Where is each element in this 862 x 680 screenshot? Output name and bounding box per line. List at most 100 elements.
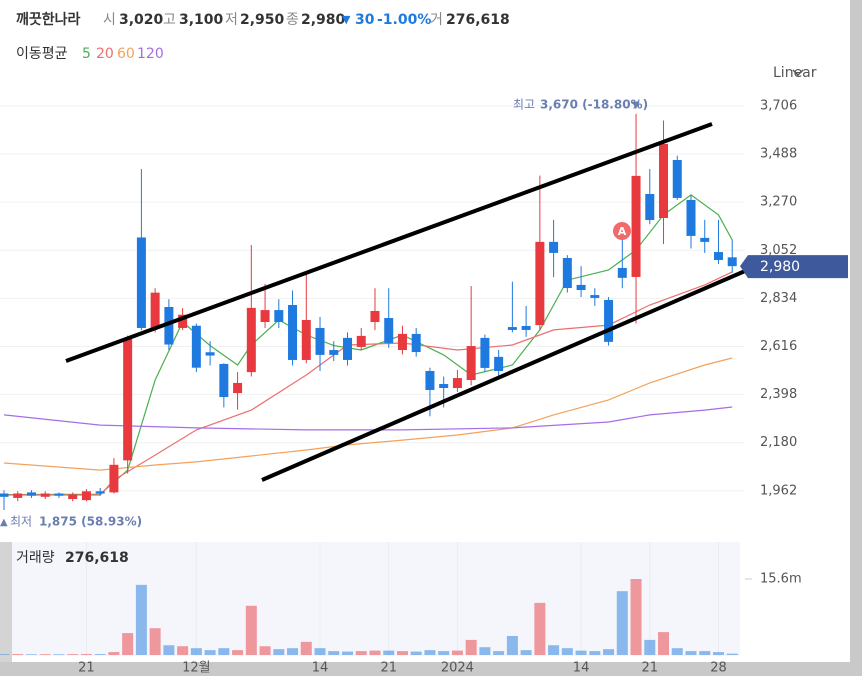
volume-bar (548, 645, 560, 655)
price-tag-label: 2,980 (760, 259, 800, 275)
high-label: 3,670 (-18.80%) (540, 98, 648, 112)
chevron[interactable] (792, 69, 804, 77)
volume-bar (465, 639, 477, 655)
change: 30 (355, 12, 375, 28)
header-label: 고 (163, 12, 176, 28)
volume-bar (658, 632, 670, 655)
candle-body (123, 338, 133, 461)
candle-body (521, 325, 531, 330)
candles (0, 113, 737, 511)
volume-bar (383, 650, 395, 655)
candle-body (274, 310, 284, 323)
y-tick-label: 1,962 (760, 483, 797, 498)
price-tag (740, 255, 848, 279)
candle-body (686, 199, 696, 236)
volume-bar (287, 648, 299, 655)
x-tick-label: 14 (573, 661, 590, 676)
y-tick-label: 2,180 (760, 435, 797, 450)
volume-bar (726, 653, 738, 655)
volume-bar (122, 633, 134, 655)
volume-bar (438, 651, 450, 655)
y-tick-label: 3,706 (760, 98, 797, 113)
volume-bar (493, 651, 505, 655)
candle-body (150, 292, 160, 328)
low-label: 1,875 (58.93%) (39, 515, 142, 529)
candle-body (233, 382, 243, 394)
low-arrow: ▲ (0, 517, 8, 528)
x-tick-label: 21 (642, 661, 659, 676)
stock-name: 깨끗한나라 (16, 12, 81, 28)
candle-body (219, 363, 229, 398)
candle-body (384, 318, 394, 343)
volume-bar (699, 651, 711, 655)
candle-body (645, 193, 655, 221)
legend: 5 20 60 120 (82, 46, 164, 62)
candle-body (713, 252, 723, 260)
volume-bar (67, 654, 79, 655)
scale-menu[interactable]: Linear (773, 65, 817, 81)
candle-body (507, 327, 517, 330)
volume-edge (0, 542, 12, 662)
candle-body (260, 310, 270, 323)
ma-line (3, 406, 733, 431)
header-value: 3,020 (119, 12, 164, 28)
candle-body (590, 295, 600, 298)
volume-bar (218, 648, 230, 655)
high-prefix: 최고 (513, 98, 535, 112)
y-tick-label: 2,616 (760, 339, 797, 354)
volume-tick-label: 15.6m (760, 572, 802, 587)
moving-averages (3, 194, 733, 496)
legend-entry: 5 (82, 46, 91, 62)
volume-bar (232, 650, 244, 655)
low-prefix: 최저 (10, 515, 32, 529)
x-tick-label: 28 (710, 661, 727, 676)
x-tick-label: 12월 (182, 661, 211, 676)
candle-body (54, 493, 64, 496)
volume-title: 거래량 (16, 550, 55, 566)
volume-bar (149, 628, 161, 655)
ma-line (3, 194, 733, 496)
candle-body (480, 337, 490, 368)
candle-body (0, 493, 9, 497)
volume-bar (616, 591, 628, 655)
volume-bar (94, 654, 106, 655)
volume-bar (424, 650, 436, 655)
candle-body (631, 175, 641, 277)
volume-bar (396, 651, 408, 655)
candle-body (535, 241, 545, 326)
volume-bar (561, 648, 573, 655)
candle-body (329, 350, 339, 355)
volume-bar (314, 648, 326, 655)
event-marker: A (618, 225, 627, 238)
volume-value: 276,618 (446, 12, 510, 28)
volume-bar (108, 652, 120, 655)
x-tick-label: 21 (78, 661, 95, 676)
x-tick-label: 14 (312, 661, 329, 676)
legend-entry: 120 (137, 46, 164, 62)
candle-body (576, 284, 586, 290)
candle-body (727, 257, 737, 267)
y-tick-label: 3,488 (760, 147, 797, 162)
candle-body (109, 464, 119, 493)
candle-body (301, 320, 311, 360)
candle-body (136, 237, 146, 328)
volume-bar (451, 650, 463, 655)
event-marker-dot (613, 222, 631, 240)
header-value: 3,100 (179, 12, 224, 28)
volume-bar (190, 648, 202, 655)
change-arrow: ▼ (342, 13, 351, 26)
x-tick-label: 2024 (441, 661, 474, 676)
candle-body (411, 333, 421, 353)
candle-body (562, 257, 572, 289)
volume-bars (0, 579, 738, 655)
candle-body (659, 143, 669, 219)
volume-bar (25, 654, 37, 655)
volume-bar (342, 651, 353, 655)
volume-bar (575, 650, 587, 655)
candle-body (700, 237, 710, 242)
scale-label[interactable]: Linear (773, 65, 817, 81)
candle-body (617, 267, 627, 278)
volume-bar (135, 584, 147, 655)
volume-bar (671, 648, 683, 655)
volume-bar (603, 649, 615, 655)
